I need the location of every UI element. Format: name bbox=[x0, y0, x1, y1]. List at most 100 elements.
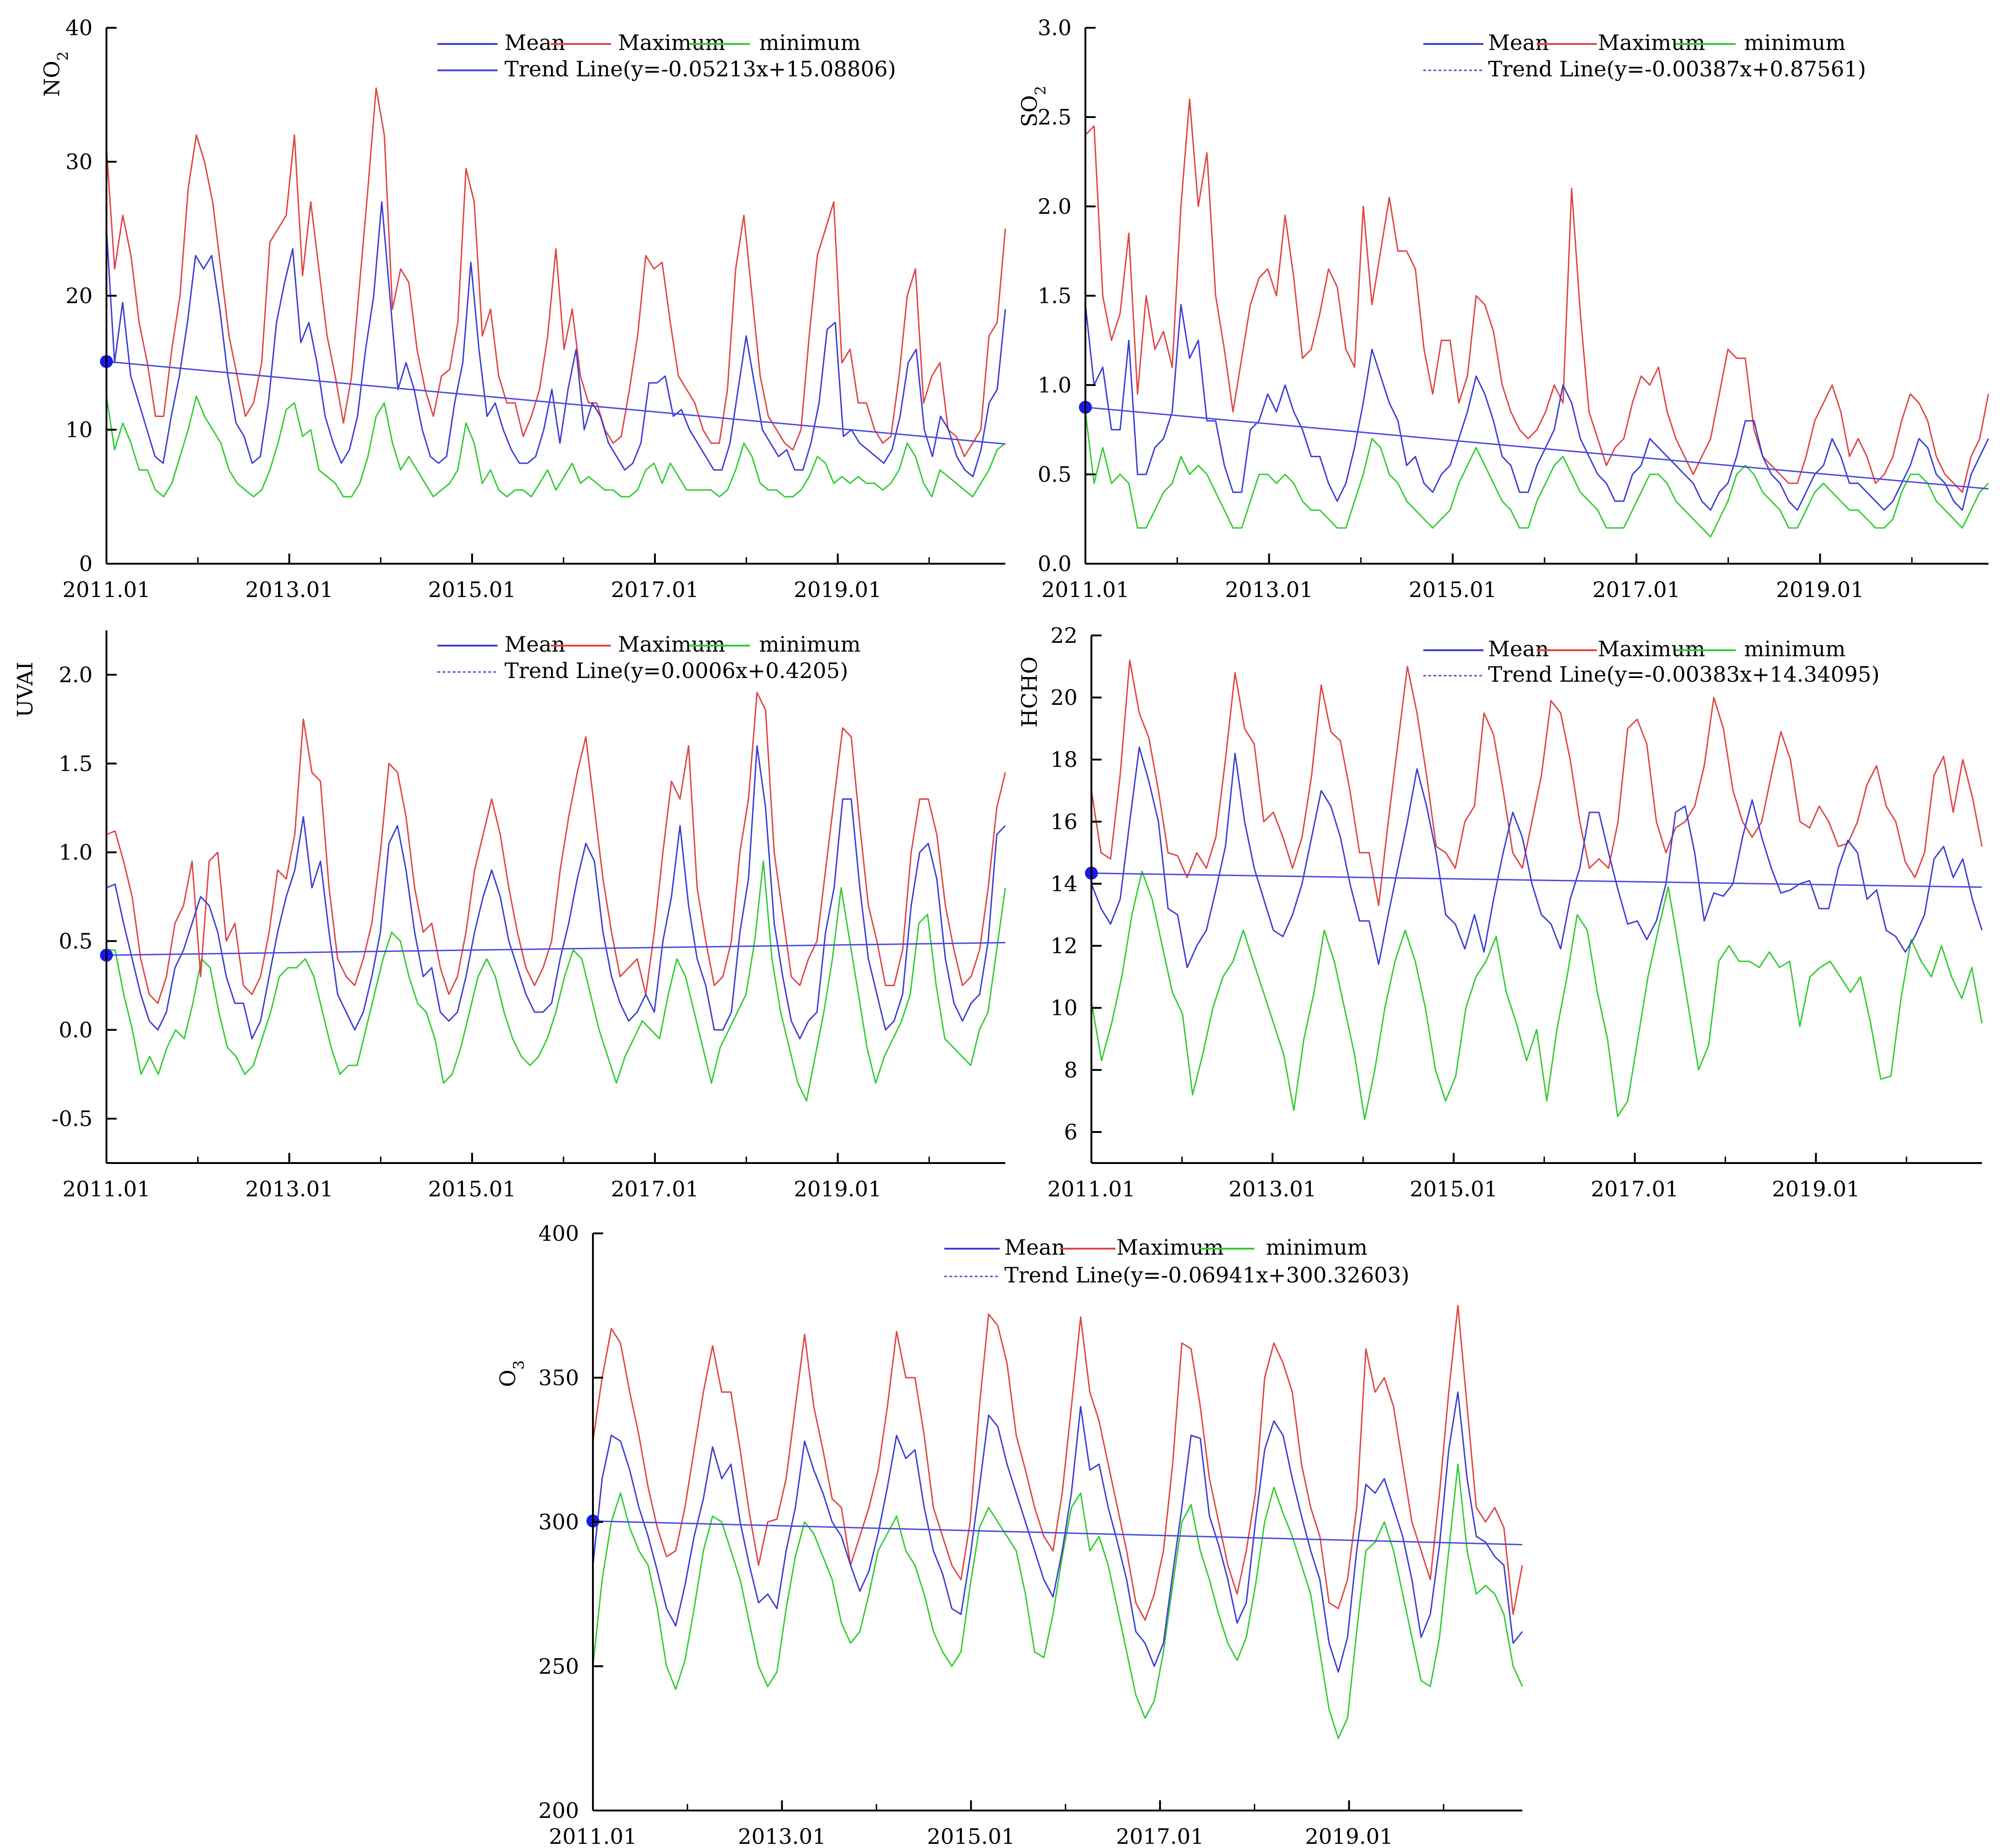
no2-legend: Mean Maximum minimum Trend Line(y=-0.052… bbox=[437, 30, 896, 81]
o3-y-axis-label: O3 bbox=[495, 1360, 528, 1387]
hcho-ytick-label: 20 bbox=[1050, 685, 1078, 710]
so2-series-maximum bbox=[1084, 98, 1989, 493]
so2-xtick-label: 2017.01 bbox=[1592, 577, 1680, 602]
hcho-ytick-label: 12 bbox=[1050, 933, 1078, 958]
uvai-legend-mean: Mean bbox=[505, 632, 565, 657]
so2-legend: Mean Maximum minimum Trend Line(y=-0.003… bbox=[1423, 30, 1866, 81]
hcho-series bbox=[1085, 660, 1983, 1120]
o3-ytick-label: 250 bbox=[538, 1654, 579, 1679]
o3-series-maximum bbox=[592, 1305, 1523, 1621]
no2-xtick-label: 2013.01 bbox=[245, 577, 333, 602]
o3-ytick-label: 350 bbox=[538, 1365, 579, 1390]
hcho-legend: Mean Maximum minimum Trend Line(y=-0.003… bbox=[1423, 636, 1880, 687]
o3-xtick-label: 2013.01 bbox=[738, 1824, 826, 1848]
hcho-ytick-label: 14 bbox=[1050, 871, 1078, 896]
hcho-legend-trend: Trend Line(y=-0.00383x+14.34095) bbox=[1488, 662, 1880, 687]
o3-ytick-label: 400 bbox=[538, 1221, 579, 1246]
so2-trend-line bbox=[1085, 406, 1989, 490]
uvai-xtick-label: 2013.01 bbox=[245, 1176, 333, 1201]
hcho-xtick-label: 2011.01 bbox=[1047, 1176, 1135, 1201]
hcho-ytick-label: 18 bbox=[1050, 747, 1078, 772]
uvai-ytick-label: 2.0 bbox=[59, 662, 93, 687]
uvai-ytick-label: 0.0 bbox=[59, 1017, 93, 1042]
so2-ytick-label: 0.5 bbox=[1038, 462, 1072, 487]
uvai-trend-line bbox=[106, 942, 1006, 956]
hcho-trend-line bbox=[1091, 872, 1982, 888]
hcho-legend-maximum: Maximum bbox=[1598, 636, 1705, 661]
no2-series-maximum bbox=[106, 87, 1006, 457]
uvai-xtick-label: 2019.01 bbox=[794, 1176, 882, 1201]
o3-legend-mean: Mean bbox=[1004, 1235, 1065, 1260]
so2-ytick-label: 0.0 bbox=[1038, 551, 1072, 576]
no2-ytick-label: 40 bbox=[65, 15, 93, 40]
uvai-legend: Mean Maximum minimum Trend Line(y=0.0006… bbox=[437, 632, 861, 683]
no2-xtick-label: 2017.01 bbox=[611, 577, 699, 602]
o3-legend-minimum: minimum bbox=[1266, 1235, 1368, 1260]
hcho-y-axis-label: HCHO bbox=[1017, 656, 1042, 727]
uvai-ytick-label: 1.0 bbox=[59, 840, 93, 865]
so2-chart: 0.0 0.5 1.0 1.5 2.0 2.5 3.0 2011.01 2013.01 2015.… bbox=[1017, 15, 1989, 602]
hcho-ytick-label: 8 bbox=[1064, 1058, 1078, 1083]
hcho-xtick-label: 2017.01 bbox=[1591, 1176, 1679, 1201]
no2-trend-line bbox=[106, 361, 1006, 445]
o3-ytick-label: 300 bbox=[538, 1510, 579, 1535]
no2-legend-maximum: Maximum bbox=[618, 30, 725, 55]
o3-chart: 200 250 300 350 400 2011.01 2013.01 2015.01 2017… bbox=[495, 1221, 1523, 1848]
no2-ytick-label: 30 bbox=[65, 149, 93, 174]
so2-series-mean bbox=[1084, 304, 1989, 511]
o3-xtick-label: 2011.01 bbox=[549, 1824, 637, 1848]
uvai-legend-maximum: Maximum bbox=[618, 632, 725, 657]
hcho-legend-mean: Mean bbox=[1488, 636, 1549, 661]
no2-xtick-label: 2019.01 bbox=[794, 577, 882, 602]
o3-series-mean bbox=[592, 1391, 1523, 1673]
so2-axes: 0.0 0.5 1.0 1.5 2.0 2.5 3.0 2011.01 2013.01 2015.… bbox=[1038, 15, 1988, 602]
uvai-chart: -0.5 0.0 0.5 1.0 1.5 2.0 2011.01 2013.01 2015.01… bbox=[12, 630, 1006, 1201]
hcho-legend-minimum: minimum bbox=[1744, 636, 1846, 661]
uvai-xtick-label: 2017.01 bbox=[611, 1176, 699, 1201]
uvai-legend-minimum: minimum bbox=[759, 632, 861, 657]
so2-legend-maximum: Maximum bbox=[1598, 30, 1705, 55]
so2-series-minimum bbox=[1084, 411, 1989, 538]
uvai-ytick-label: -0.5 bbox=[51, 1106, 93, 1131]
hcho-ytick-label: 22 bbox=[1050, 623, 1078, 648]
no2-series bbox=[100, 87, 1006, 498]
uvai-series-mean bbox=[106, 745, 1006, 1039]
o3-legend-maximum: Maximum bbox=[1116, 1235, 1224, 1260]
no2-ytick-label: 10 bbox=[65, 417, 93, 442]
so2-ytick-label: 3.0 bbox=[1038, 15, 1072, 40]
no2-ytick-label: 0 bbox=[79, 551, 93, 576]
hcho-series-mean bbox=[1090, 746, 1983, 968]
no2-series-minimum bbox=[106, 395, 1006, 498]
so2-legend-minimum: minimum bbox=[1744, 30, 1846, 55]
o3-trend-line bbox=[592, 1520, 1523, 1546]
o3-legend-trend: Trend Line(y=-0.06941x+300.32603) bbox=[1004, 1263, 1409, 1288]
so2-series bbox=[1079, 98, 1989, 538]
uvai-axes: -0.5 0.0 0.5 1.0 1.5 2.0 2011.01 2013.01 2015.01… bbox=[51, 630, 1005, 1201]
uvai-series-maximum bbox=[106, 691, 1006, 1004]
so2-xtick-label: 2011.01 bbox=[1041, 577, 1129, 602]
o3-xtick-label: 2017.01 bbox=[1116, 1824, 1204, 1848]
hcho-chart: 6 8 10 12 14 16 18 20 22 2011.01 2013.01 2015.01 201… bbox=[1017, 623, 1983, 1201]
no2-ytick-label: 20 bbox=[65, 283, 93, 308]
so2-xtick-label: 2019.01 bbox=[1776, 577, 1864, 602]
uvai-series-minimum bbox=[106, 860, 1006, 1102]
hcho-axes: 6 8 10 12 14 16 18 20 22 2011.01 2013.01 2015.01 201… bbox=[1047, 623, 1982, 1201]
uvai-xtick-label: 2015.01 bbox=[428, 1176, 516, 1201]
no2-axes: 0 10 20 30 40 2011.01 2013.01 2015.01 2017.01 201… bbox=[62, 15, 1005, 602]
uvai-series bbox=[100, 691, 1006, 1102]
uvai-y-axis-label: UVAI bbox=[12, 662, 37, 717]
hcho-xtick-label: 2013.01 bbox=[1228, 1176, 1316, 1201]
hcho-series-minimum bbox=[1090, 871, 1983, 1120]
uvai-ytick-label: 0.5 bbox=[59, 928, 93, 953]
so2-ytick-label: 1.0 bbox=[1038, 373, 1072, 398]
hcho-series-maximum bbox=[1090, 660, 1983, 906]
no2-series-mean bbox=[106, 201, 1006, 478]
o3-xtick-label: 2019.01 bbox=[1305, 1824, 1393, 1848]
uvai-legend-trend: Trend Line(y=0.0006x+0.4205) bbox=[505, 658, 848, 683]
hcho-ytick-label: 10 bbox=[1050, 996, 1078, 1020]
no2-legend-trend: Trend Line(y=-0.05213x+15.08806) bbox=[505, 56, 896, 81]
no2-legend-mean: Mean bbox=[505, 30, 565, 55]
hcho-ytick-label: 16 bbox=[1050, 809, 1078, 834]
o3-xtick-label: 2015.01 bbox=[927, 1824, 1015, 1848]
